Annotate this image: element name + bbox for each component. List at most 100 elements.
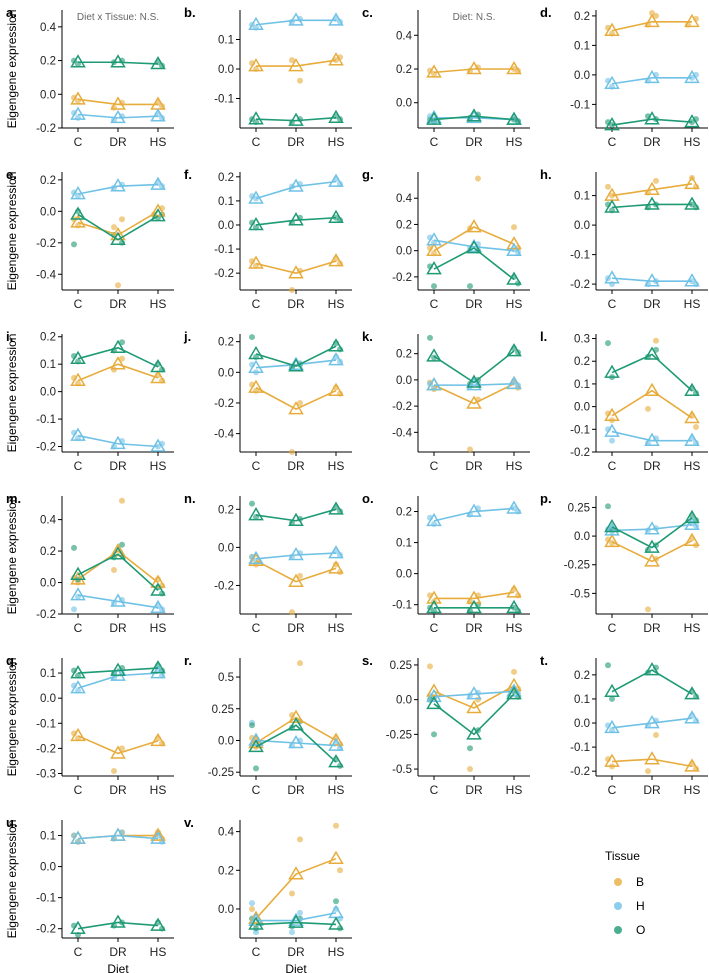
mean-marker-H — [506, 242, 522, 256]
y-tick-label: -0.1 — [214, 94, 234, 106]
mean-marker-B — [248, 58, 264, 72]
data-point-B — [605, 183, 611, 190]
data-point-B — [653, 732, 659, 739]
series-line-B — [433, 383, 515, 405]
x-tick-label: C — [608, 135, 617, 149]
x-tick-label: DR — [643, 783, 661, 797]
mean-marker-B — [248, 910, 264, 924]
y-tick-label: -0.2 — [36, 743, 56, 755]
mean-marker-O — [426, 695, 442, 710]
mean-marker-B — [328, 850, 344, 864]
x-tick-label: DR — [465, 621, 483, 635]
mean-marker-H — [328, 737, 344, 751]
y-tick-label: 0.1 — [40, 668, 56, 680]
y-tick-label: -0.4 — [392, 427, 412, 439]
series-line-B — [77, 550, 159, 584]
legend-swatch-B — [614, 878, 622, 886]
mean-marker-B — [466, 61, 482, 75]
mean-marker-B — [288, 265, 304, 279]
y-tick-label: 0.4 — [218, 827, 235, 839]
mean-marker-O — [644, 346, 660, 360]
panel-label: l. — [540, 329, 547, 344]
data-point-H — [289, 929, 295, 936]
series-line-B — [77, 735, 159, 755]
panel-label: a. — [6, 5, 17, 20]
mean-marker-B — [248, 735, 264, 749]
series-line-O — [255, 724, 337, 763]
y-tick-label: 0.0 — [40, 693, 56, 705]
series-line-H — [611, 77, 692, 85]
mean-marker-H — [684, 710, 700, 724]
data-point-O — [467, 283, 473, 290]
mean-marker-H — [288, 547, 304, 561]
data-point-B — [119, 216, 125, 223]
panel-label: b. — [184, 5, 196, 20]
mean-marker-H — [426, 377, 442, 391]
y-tick-label: 0.0 — [40, 206, 56, 218]
mean-marker-B — [684, 532, 700, 546]
panel-label: e. — [6, 167, 17, 182]
series-line-H — [255, 359, 337, 369]
data-point-B — [289, 57, 295, 64]
mean-marker-B — [328, 253, 344, 267]
mean-marker-B — [110, 96, 126, 110]
mean-marker-O — [150, 358, 166, 373]
data-point-O — [253, 765, 259, 772]
mean-marker-B — [70, 91, 86, 105]
mean-marker-O — [644, 539, 660, 553]
y-tick-label: 0.0 — [574, 220, 590, 232]
y-tick-label: 0.0 — [218, 904, 234, 916]
panel-label: d. — [540, 5, 552, 20]
data-point-B — [297, 836, 303, 843]
panel-p: p. -0.5 -0.25 0.0 0.25 C DR HS — [540, 491, 708, 635]
data-point-B — [297, 660, 303, 667]
mean-marker-O — [426, 111, 442, 125]
y-tick-label: -0.25 — [208, 767, 234, 779]
mean-marker-O — [506, 271, 522, 285]
mean-marker-H — [150, 830, 166, 844]
panel-m: m. -0.2 0.0 0.2 0.4 C DR HS Eigengene expression — [5, 491, 174, 635]
mean-marker-B — [248, 379, 264, 393]
data-point-B — [297, 399, 303, 406]
series-line-O — [255, 508, 337, 522]
mean-marker-O — [328, 916, 344, 930]
series-line-H — [611, 717, 693, 729]
mean-marker-H — [506, 683, 522, 697]
mean-marker-O — [70, 920, 86, 934]
mean-marker-B — [506, 677, 522, 692]
series-line-O — [77, 553, 159, 591]
series-line-H — [77, 434, 159, 448]
data-point-B — [111, 566, 117, 573]
mean-marker-O — [110, 662, 126, 676]
mean-marker-O — [506, 599, 522, 614]
panel-a: a. -0.2 0.0 0.2 0.4 C DR HS Eigengene expression… — [5, 5, 174, 149]
mean-marker-O — [248, 507, 264, 521]
data-point-O — [467, 745, 473, 752]
y-tick-label: 0.1 — [218, 35, 234, 47]
y-tick-label: 0.3 — [574, 334, 590, 346]
y-tick-label: 0.1 — [396, 538, 412, 550]
mean-marker-H — [684, 516, 700, 530]
mean-marker-B — [644, 181, 660, 195]
y-tick-label: 0.1 — [574, 191, 590, 203]
panel-label: t. — [540, 653, 548, 668]
legend-swatch-H — [614, 902, 622, 910]
mean-marker-B — [288, 866, 304, 880]
y-tick-label: -0.2 — [392, 272, 412, 284]
mean-marker-O — [288, 914, 304, 928]
mean-marker-B — [466, 395, 482, 409]
mean-marker-B — [506, 61, 522, 75]
series-line-O — [611, 353, 693, 392]
y-tick-label: 0.2 — [396, 349, 412, 361]
mean-marker-B — [150, 369, 166, 384]
panel-s: s. -0.5 -0.25 0.0 0.25 C DR HS — [362, 653, 530, 797]
mean-marker-H — [288, 735, 304, 749]
mean-marker-B — [328, 52, 344, 66]
y-tick-label: 0.0 — [396, 246, 412, 258]
data-point-H — [75, 593, 81, 600]
mean-marker-O — [644, 196, 660, 210]
legend-items: BHO — [614, 875, 645, 937]
mean-marker-O — [684, 196, 700, 210]
x-tick-label: DR — [465, 135, 483, 149]
y-tick-label: -0.2 — [570, 447, 590, 459]
